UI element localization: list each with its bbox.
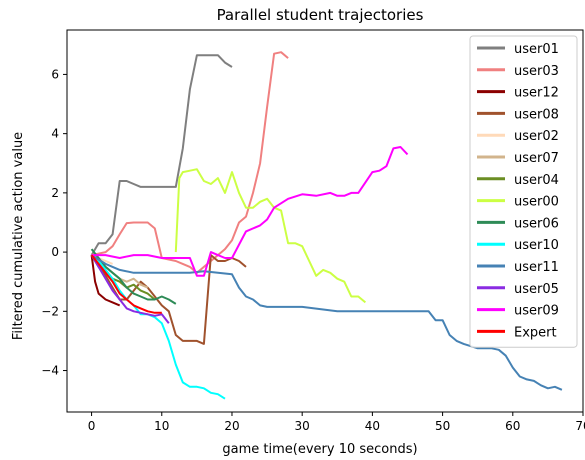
- legend-label: user00: [514, 195, 559, 210]
- legend-label: user10: [514, 238, 559, 253]
- legend-label: user11: [514, 260, 559, 275]
- legend-box: [469, 35, 578, 348]
- x-tick-label: 50: [435, 419, 450, 433]
- legend-label: user03: [514, 64, 559, 79]
- series-line-user12: [90, 254, 121, 307]
- y-tick-label: 0: [51, 245, 59, 259]
- x-tick-label: 40: [365, 419, 380, 433]
- legend: user01 user03 user12 user08 user02 user07 user…: [469, 35, 578, 348]
- series-line-user01: [90, 54, 233, 256]
- x-tick-label: 10: [154, 419, 169, 433]
- x-tick-label: 30: [295, 419, 310, 433]
- series-line-expert: [90, 254, 162, 314]
- legend-label: user07: [514, 151, 559, 166]
- x-axis: 0 10 20 30 40 50 60 70: [88, 412, 585, 433]
- legend-label: user08: [514, 107, 559, 122]
- legend-label: user05: [514, 282, 559, 297]
- y-tick-label: 2: [51, 186, 59, 200]
- y-tick-label: 6: [51, 67, 59, 81]
- y-axis-label: Filtered cumulative action value: [11, 132, 26, 340]
- legend-label: user12: [514, 86, 559, 101]
- x-tick-label: 0: [88, 419, 96, 433]
- series-line-user05: [90, 254, 170, 324]
- chart-title: Parallel student trajectories: [217, 6, 424, 24]
- legend-label: user04: [514, 173, 559, 188]
- series-line-user11: [91, 254, 563, 391]
- y-axis: −4 −2 0 2 4 6: [41, 67, 67, 378]
- y-tick-label: −4: [41, 364, 59, 378]
- y-tick-label: 4: [51, 127, 59, 141]
- legend-label: user06: [514, 216, 559, 231]
- series-line-user09: [91, 146, 409, 277]
- y-tick-label: −2: [41, 304, 59, 318]
- x-axis-label: game time(every 10 seconds): [222, 442, 417, 457]
- x-tick-label: 60: [505, 419, 520, 433]
- legend-label: Expert: [514, 325, 557, 340]
- x-tick-label: 20: [224, 419, 239, 433]
- series-line-user10: [90, 254, 226, 400]
- plot-frame: [66, 29, 584, 413]
- x-tick-label: 70: [575, 419, 585, 433]
- series-line-user06: [90, 248, 177, 305]
- legend-label: user01: [514, 42, 559, 57]
- legend-label: user09: [514, 304, 559, 319]
- legend-label: user02: [514, 129, 559, 144]
- series-line-user00: [174, 168, 367, 304]
